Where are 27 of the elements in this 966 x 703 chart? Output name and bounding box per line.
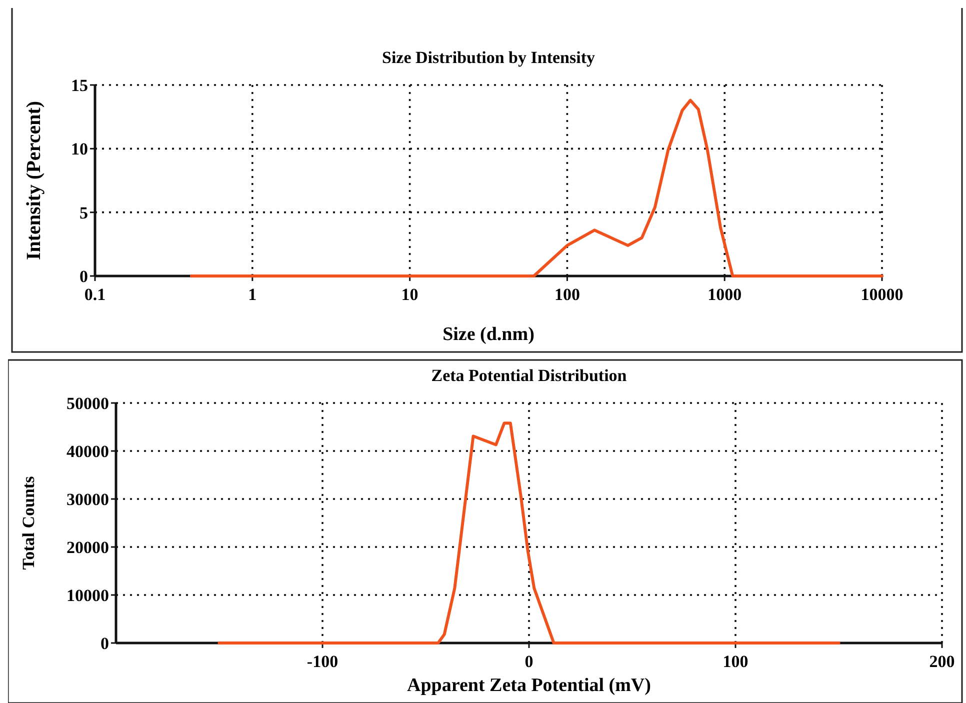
- y-tick-label: 30000: [66, 490, 109, 509]
- x-tick-label: 0.1: [84, 285, 106, 304]
- x-tick-label: 0: [524, 652, 534, 671]
- y-tick-label: 20000: [66, 538, 109, 557]
- x-tick-label: 10: [401, 285, 418, 304]
- y-axis-title: Total Counts: [19, 476, 38, 570]
- y-tick-label: 40000: [66, 442, 109, 461]
- line-series: [218, 422, 840, 644]
- y-tick-label: 15: [71, 76, 88, 95]
- chart-title: Zeta Potential Distribution: [431, 366, 628, 385]
- x-tick-label: 200: [929, 652, 955, 671]
- x-axis-title: Size (d.nm): [442, 324, 534, 345]
- y-tick-label: 5: [80, 203, 88, 222]
- x-tick-label: 10000: [860, 285, 904, 304]
- y-tick-label: 10: [71, 140, 88, 159]
- y-tick-label: 0: [100, 634, 109, 653]
- x-axis-title: Apparent Zeta Potential (mV): [407, 675, 651, 696]
- y-tick-label: 10000: [66, 586, 109, 605]
- x-tick-label: -100: [306, 652, 338, 671]
- x-tick-label: 100: [722, 652, 748, 671]
- chart-title: Size Distribution by Intensity: [382, 48, 596, 67]
- y-tick-label: 50000: [66, 394, 109, 413]
- y-tick-label: 0: [80, 267, 88, 286]
- x-tick-label: 1: [248, 285, 257, 304]
- y-axis-title: Intensity (Percent): [23, 100, 45, 260]
- x-tick-label: 1000: [708, 285, 742, 304]
- x-tick-label: 100: [554, 285, 580, 304]
